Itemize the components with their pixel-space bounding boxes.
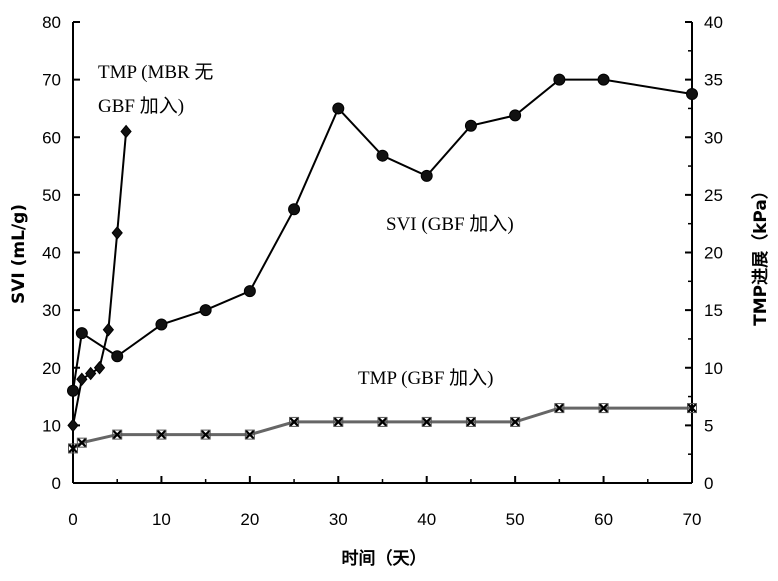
data-point-x <box>245 429 255 440</box>
data-point-circle <box>686 88 698 101</box>
series-line <box>72 406 692 450</box>
data-point-circle <box>199 304 212 317</box>
y-right-tick-label: 0 <box>704 474 713 493</box>
series-layer <box>67 73 698 454</box>
annotation-svi-gbf: SVI (GBF 加入) <box>386 213 514 235</box>
x-tick-label: 30 <box>329 510 348 529</box>
y-left-tick-label: 30 <box>42 301 61 320</box>
data-point-x <box>200 429 211 440</box>
data-point-circle <box>376 149 389 162</box>
data-point-x <box>510 417 520 427</box>
data-point-x <box>421 417 432 427</box>
series-line <box>72 78 693 391</box>
data-point-x <box>156 429 167 440</box>
data-point-x <box>289 417 299 427</box>
y-right-axis-title: TMP进展（kPa） <box>750 182 771 326</box>
data-point-x-box <box>112 429 123 440</box>
data-point-circle <box>75 327 88 340</box>
data-point-circle <box>509 109 522 122</box>
data-point-x-box <box>377 416 388 427</box>
data-point-diamond <box>120 124 132 139</box>
data-point-x-box <box>333 416 344 427</box>
data-point-circle <box>67 384 79 397</box>
data-point-diamond <box>85 366 97 381</box>
data-point-x-box <box>244 429 255 440</box>
data-point-x <box>466 417 476 427</box>
y-left-tick-label: 40 <box>42 244 61 263</box>
data-point-circle <box>155 318 168 331</box>
data-point-x-box <box>76 437 87 448</box>
data-point-circle <box>243 285 256 298</box>
data-point-circle <box>553 73 566 86</box>
data-point-diamond <box>111 226 123 240</box>
data-point-x-box <box>421 416 432 427</box>
data-point-x <box>687 403 697 413</box>
data-point-x <box>554 403 565 413</box>
annotation-tmp-mbr-line1: TMP (MBR 无 <box>98 62 213 83</box>
data-point-x-box <box>289 416 300 427</box>
x-tick-label: 40 <box>417 510 436 529</box>
data-point-x <box>377 417 388 427</box>
axes: 0 10 20 30 40 50 60 700102030405060708005101520… <box>42 13 723 529</box>
y-right-tick-label: 20 <box>704 244 723 263</box>
data-point-diamond <box>67 418 79 433</box>
y-right-tick-label: 40 <box>704 13 723 32</box>
series-3 <box>68 403 697 454</box>
data-point-circle <box>111 350 124 363</box>
y-right-tick-label: 10 <box>704 359 723 378</box>
annotation-tmp-gbf: TMP (GBF 加入) <box>358 367 493 389</box>
x-tick-label: 10 <box>152 510 171 529</box>
x-tick-label: 0 <box>68 510 77 529</box>
annotation-tmp-mbr-line2: GBF 加入) <box>98 95 184 117</box>
data-point-x-box <box>200 429 211 440</box>
y-right-tick-label: 15 <box>704 301 723 320</box>
data-point-x-box <box>465 416 476 427</box>
data-point-diamond <box>76 372 88 387</box>
x-axis-title: 时间（天） <box>342 548 427 569</box>
x-tick-label: 50 <box>506 510 525 529</box>
series-1 <box>67 73 698 397</box>
data-point-circle <box>597 73 610 86</box>
y-left-tick-label: 60 <box>42 128 61 147</box>
y-right-tick-label: 30 <box>704 128 723 147</box>
data-point-x-box <box>598 403 609 414</box>
y-right-tick-label: 5 <box>704 416 713 435</box>
y-left-tick-label: 0 <box>52 474 61 493</box>
y-left-tick-label: 20 <box>42 359 61 378</box>
data-point-x-box <box>510 416 521 427</box>
data-point-circle <box>420 169 433 182</box>
x-tick-label: 70 <box>683 510 702 529</box>
data-point-x <box>598 403 609 413</box>
data-point-circle <box>332 102 345 115</box>
y-left-tick-label: 10 <box>42 416 61 435</box>
data-point-x <box>333 417 344 427</box>
series-2 <box>67 124 132 433</box>
y-right-tick-label: 35 <box>704 71 723 90</box>
y-left-tick-label: 50 <box>42 186 61 205</box>
x-tick-label: 60 <box>594 510 613 529</box>
data-point-x-box <box>687 403 697 414</box>
data-point-x <box>77 437 87 448</box>
data-point-diamond <box>102 322 115 337</box>
data-point-circle <box>288 203 301 216</box>
data-point-x-box <box>554 403 565 414</box>
data-point-x-box <box>156 429 167 440</box>
y-left-tick-label: 70 <box>42 71 61 90</box>
data-point-x-box <box>68 443 78 454</box>
y-left-axis-title: SVI (mL/g) <box>9 204 29 304</box>
y-right-tick-label: 25 <box>704 186 723 205</box>
data-point-x <box>68 443 78 454</box>
y-left-tick-label: 80 <box>42 13 61 32</box>
data-point-circle <box>464 119 477 132</box>
x-tick-label: 20 <box>240 510 259 529</box>
data-point-diamond <box>93 360 106 375</box>
data-point-x <box>112 429 122 440</box>
